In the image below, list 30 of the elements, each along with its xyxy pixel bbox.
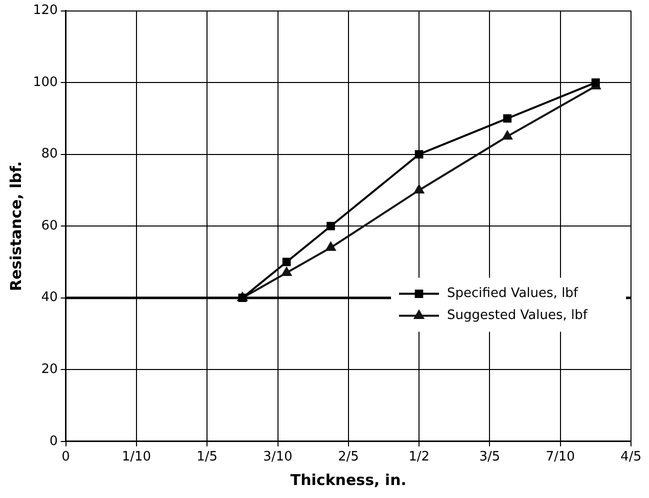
x-tick-label: 3/5 (479, 450, 500, 465)
legend-label: Specified Values, lbf (447, 286, 578, 302)
x-axis-title: Thickness, in. (290, 470, 406, 489)
x-tick-label: 4/5 (620, 450, 642, 465)
point (238, 294, 247, 302)
point (414, 184, 424, 194)
y-tick-label: 100 (32, 74, 58, 90)
point (414, 150, 424, 159)
point (591, 78, 600, 87)
y-axis-title: Resistance, lbf. (6, 161, 25, 292)
point (326, 222, 335, 230)
point (503, 114, 512, 123)
x-tick-label: 7/10 (546, 450, 575, 465)
point (502, 130, 512, 140)
x-tick-label: 1/10 (122, 450, 152, 465)
y-tick-label: 60 (41, 218, 58, 234)
y-tick-label: 120 (32, 3, 58, 18)
x-tick-label: 1/5 (196, 450, 218, 465)
x-tick-label: 3/10 (263, 450, 292, 465)
point (282, 258, 291, 266)
y-tick-label: 0 (50, 434, 58, 449)
x-tick-label: 0 (62, 450, 70, 465)
x-tick-label: 1/2 (408, 450, 430, 465)
point (282, 267, 292, 276)
legend-label: Suggested Values, lbf (447, 308, 588, 324)
y-tick-label: 40 (41, 290, 58, 306)
y-tick-label: 80 (41, 146, 58, 162)
point (326, 242, 336, 251)
y-tick-label: 20 (41, 362, 58, 378)
x-tick-label: 2/5 (338, 450, 359, 465)
